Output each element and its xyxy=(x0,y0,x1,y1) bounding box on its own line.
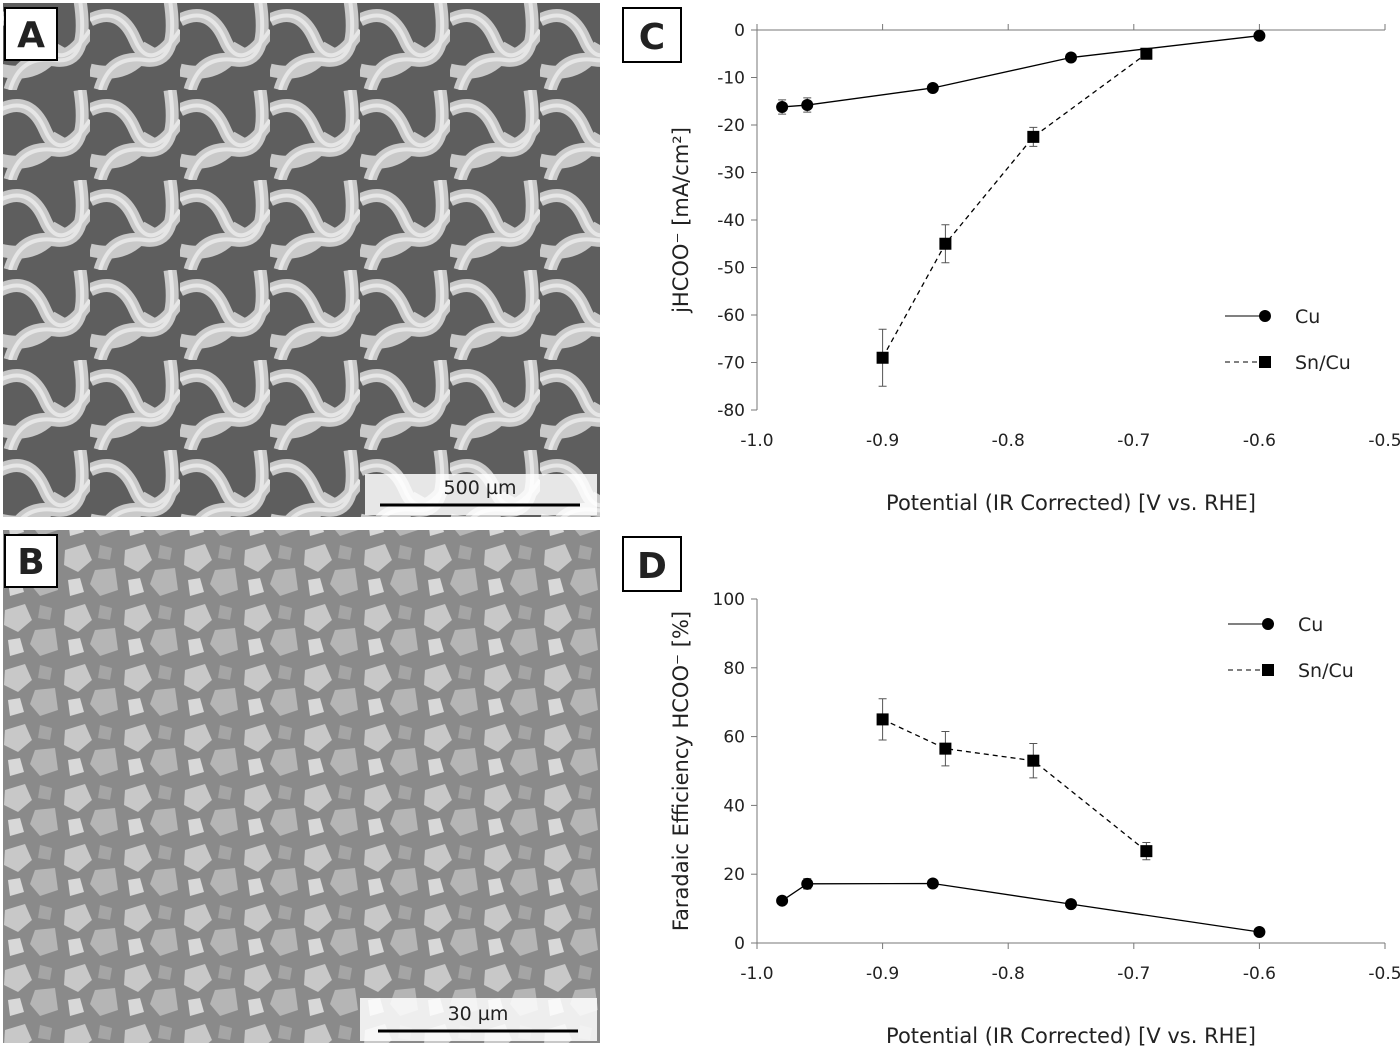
marker xyxy=(1253,925,1266,938)
legend-label: Cu xyxy=(1298,614,1323,636)
y-tick-label: -60 xyxy=(717,306,745,326)
marker xyxy=(1253,29,1266,42)
legend-marker xyxy=(1262,618,1274,630)
x-axis-title: Potential (IR Corrected) [V vs. RHE] xyxy=(886,1024,1256,1048)
marker xyxy=(1140,47,1153,60)
marker xyxy=(776,100,789,113)
marker xyxy=(1027,754,1040,767)
chart: C -80 -70 -60 -50 -40 -30 -20 -10 0 -1.0 -0.9 -0.8 -0… xyxy=(622,7,1400,515)
y-tick-label: -40 xyxy=(717,211,745,231)
y-tick-label: -70 xyxy=(717,354,745,374)
y-tick-label: -30 xyxy=(717,164,745,184)
panel-label-box xyxy=(622,7,682,63)
panel-label-box xyxy=(622,536,682,592)
x-tick-label: -0.7 xyxy=(1117,964,1150,984)
y-tick-label: 60 xyxy=(723,728,745,748)
marker xyxy=(801,877,814,890)
sem-image-a: 500 µm A xyxy=(3,3,600,517)
y-tick-label: 0 xyxy=(734,934,745,954)
legend-marker xyxy=(1262,664,1274,676)
y-tick-label: -50 xyxy=(717,259,745,279)
series-line xyxy=(781,882,1260,933)
series-line xyxy=(782,35,1260,108)
x-tick-label: -0.6 xyxy=(1243,431,1276,451)
marker xyxy=(876,351,889,364)
marker xyxy=(1140,845,1153,858)
x-tick-label: -1.0 xyxy=(740,431,773,451)
y-tick-label: 80 xyxy=(723,659,745,679)
legend-marker xyxy=(1259,310,1271,322)
scale-bar-label: 30 µm xyxy=(448,1003,509,1025)
y-tick-label: 20 xyxy=(723,865,745,885)
chart: D 0 20 40 60 80 100 -1.0 -0.9 -0.8 -0.7 -0.6 -0.5 Pot… xyxy=(622,536,1400,1048)
series-line xyxy=(882,53,1147,359)
marker xyxy=(876,713,889,726)
marker xyxy=(801,99,814,112)
panel-label: C xyxy=(639,17,665,58)
y-tick-label: -10 xyxy=(717,69,745,89)
legend-label: Cu xyxy=(1295,306,1320,328)
y-axis-title: jHCOO⁻ [mA/cm²] xyxy=(669,127,693,314)
panel-label: A xyxy=(17,15,45,56)
y-tick-label: 40 xyxy=(723,796,745,816)
x-tick-label: -0.7 xyxy=(1117,431,1150,451)
panel-label: D xyxy=(637,546,667,587)
marker xyxy=(1065,51,1077,64)
x-tick-label: -0.8 xyxy=(992,431,1025,451)
x-tick-label: -0.9 xyxy=(866,431,899,451)
marker xyxy=(776,894,789,907)
marker xyxy=(939,237,952,250)
x-tick-label: -0.5 xyxy=(1368,964,1400,984)
sem-image-b: 30 µm B xyxy=(3,530,600,1043)
x-tick-label: -0.6 xyxy=(1243,964,1276,984)
y-axis-title: Faradaic Efficiency HCOO⁻ [%] xyxy=(669,611,693,931)
marker xyxy=(939,742,952,755)
legend-marker xyxy=(1259,356,1271,368)
marker xyxy=(926,81,939,94)
y-tick-label: 100 xyxy=(713,590,745,610)
series-line xyxy=(882,718,1147,852)
marker xyxy=(926,877,939,890)
x-tick-label: -0.5 xyxy=(1368,431,1400,451)
x-tick-label: -1.0 xyxy=(740,964,773,984)
panel-label: B xyxy=(17,542,44,583)
x-tick-label: -0.9 xyxy=(866,964,899,984)
y-tick-label: -80 xyxy=(717,401,745,421)
y-tick-label: -20 xyxy=(717,116,745,136)
scale-bar-label: 500 µm xyxy=(444,477,517,499)
marker xyxy=(1027,130,1040,143)
x-axis-title: Potential (IR Corrected) [V vs. RHE] xyxy=(886,491,1256,515)
marker xyxy=(1065,898,1077,911)
legend-label: Sn/Cu xyxy=(1295,352,1351,374)
y-tick-label: 0 xyxy=(734,21,745,41)
x-tick-label: -0.8 xyxy=(992,964,1025,984)
legend-label: Sn/Cu xyxy=(1298,660,1354,682)
